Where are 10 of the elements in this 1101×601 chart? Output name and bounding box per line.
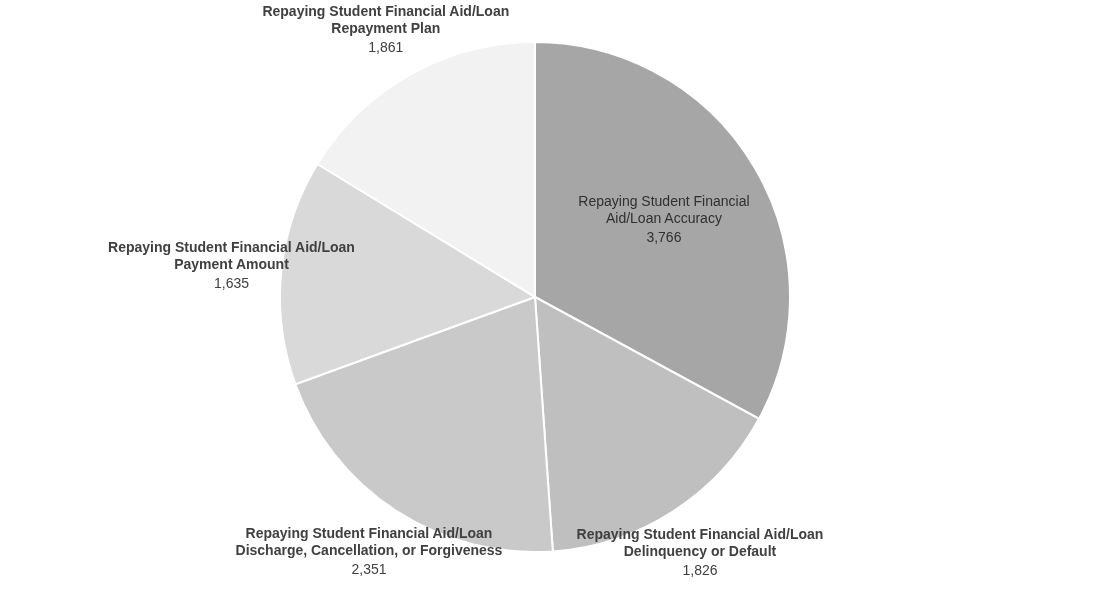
slice-label: Repaying Student Financial Aid/Loan Repayment Plan xyxy=(262,3,510,37)
data-label: 3,766 xyxy=(646,228,682,245)
data-label: 1,635 xyxy=(213,275,250,292)
data-label: 2,351 xyxy=(351,561,387,578)
data-label: 1,826 xyxy=(682,562,718,579)
slice-label: Repaying Student Financial Aid/Loan Discharge, Cancellation, or Forgiveness xyxy=(235,525,503,559)
slice-label: Repaying Student Financial Aid/Loan Delinquency or Default xyxy=(576,526,824,560)
slice-label: Repaying Student Financial Aid/Loan Payment Amount xyxy=(108,239,355,273)
data-label: 1,861 xyxy=(368,39,404,56)
slice-label: Repaying Student Financial Aid/Loan Accuracy xyxy=(578,192,750,226)
